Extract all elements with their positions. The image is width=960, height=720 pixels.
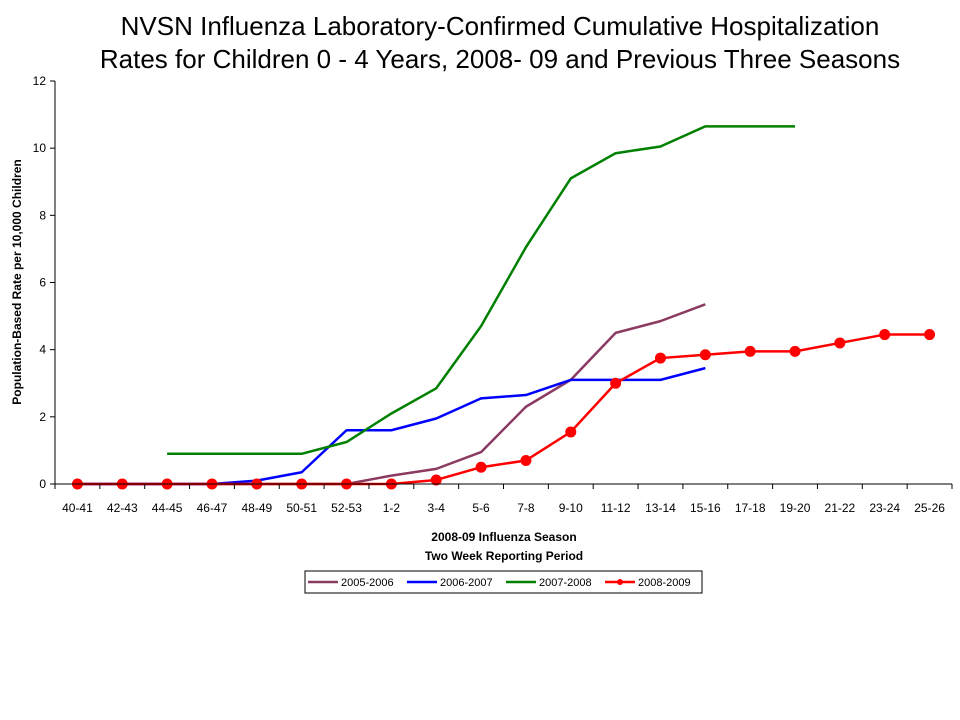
y-tick-label: 12 xyxy=(33,74,47,88)
legend-label: 2007-2008 xyxy=(539,577,592,589)
x-tick-label: 48-49 xyxy=(241,501,272,515)
y-tick-label: 8 xyxy=(39,208,46,222)
legend-item: 2008-2009 xyxy=(605,577,691,589)
data-point xyxy=(654,352,666,364)
y-tick-label: 6 xyxy=(39,276,46,290)
x-tick-label: 17-18 xyxy=(735,501,766,515)
y-tick-label: 2 xyxy=(39,410,46,424)
data-point xyxy=(430,474,442,486)
y-tick-label: 4 xyxy=(39,343,46,357)
series-2007-2008 xyxy=(167,125,796,456)
y-tick-label: 0 xyxy=(39,477,46,491)
x-tick-label: 19-20 xyxy=(780,501,811,515)
x-tick-label: 13-14 xyxy=(645,501,676,515)
x-tick-label: 9-10 xyxy=(559,501,583,515)
legend-marker xyxy=(617,579,623,585)
legend-item: 2007-2008 xyxy=(506,577,592,589)
x-tick-label: 3-4 xyxy=(428,501,446,515)
data-point xyxy=(699,349,711,361)
x-tick-label: 25-26 xyxy=(914,501,945,515)
legend-label: 2005-2006 xyxy=(341,577,394,589)
x-tick-label: 44-45 xyxy=(152,501,183,515)
x-tick-label: 5-6 xyxy=(472,501,490,515)
data-point xyxy=(520,454,532,466)
data-point xyxy=(475,461,487,473)
data-point xyxy=(565,426,577,438)
x-tick-label: 42-43 xyxy=(107,501,138,515)
axes-layer: 0 2 4 6 8 10 12 40-41 42-43 44-45 46-47 48-49 50-51 5… xyxy=(33,74,953,515)
chart-title: NVSN Influenza Laboratory-Confirmed Cumu… xyxy=(100,11,900,74)
x-tick-label: 23-24 xyxy=(869,501,900,515)
x-tick-label: 46-47 xyxy=(197,501,228,515)
data-point xyxy=(744,345,756,357)
x-tick-label: 1-2 xyxy=(383,501,401,515)
chart-title-line-1: NVSN Influenza Laboratory-Confirmed Cumu… xyxy=(121,11,880,41)
legend-box xyxy=(304,570,703,594)
y-axis-title: Population-Based Rate per 10,000 Childre… xyxy=(10,159,24,404)
data-point xyxy=(924,329,936,341)
y-tick-label: 10 xyxy=(33,141,47,155)
x-tick-label: 52-53 xyxy=(331,501,362,515)
x-tick-label: 50-51 xyxy=(286,501,317,515)
data-point xyxy=(610,377,622,389)
legend-label: 2008-2009 xyxy=(638,577,691,589)
data-point xyxy=(879,329,891,341)
x-tick-label: 40-41 xyxy=(62,501,93,515)
plot-area xyxy=(55,81,952,484)
series-line xyxy=(167,125,796,456)
data-point xyxy=(834,337,846,349)
legend-label: 2006-2007 xyxy=(440,577,493,589)
legend: 2005-2006 2006-2007 2007-2008 2008-2009 xyxy=(304,570,703,594)
x-axis-title-line-1: 2008-09 Influenza Season xyxy=(431,530,576,544)
x-tick-label: 15-16 xyxy=(690,501,721,515)
legend-item: 2006-2007 xyxy=(407,577,493,589)
x-axis-title-line-2: Two Week Reporting Period xyxy=(425,549,583,563)
x-tick-label: 7-8 xyxy=(517,501,535,515)
legend-item: 2005-2006 xyxy=(308,577,394,589)
chart-title-line-2: Rates for Children 0 - 4 Years, 2008- 09… xyxy=(100,44,900,74)
x-tick-label: 11-12 xyxy=(601,501,631,515)
data-point xyxy=(789,345,801,357)
x-tick-label: 21-22 xyxy=(825,501,856,515)
